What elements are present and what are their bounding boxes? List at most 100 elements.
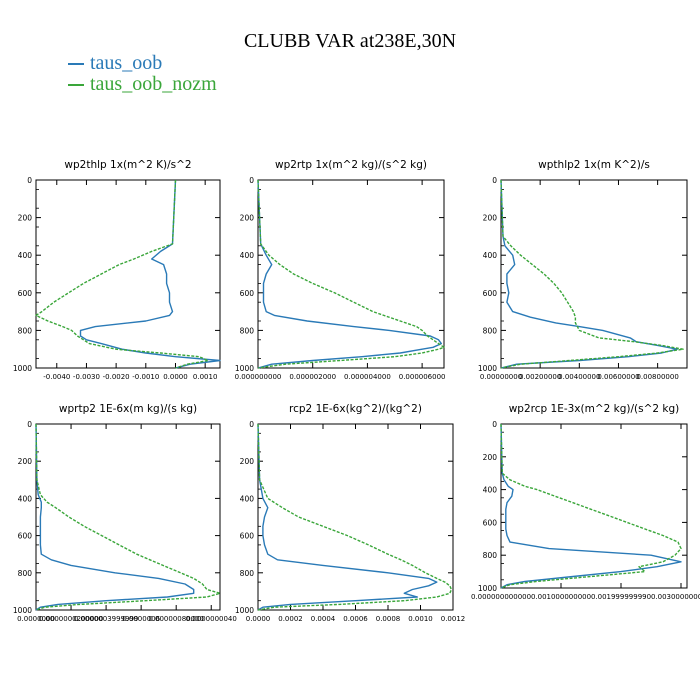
x-tick-label: 0.003000000000 [651, 593, 700, 601]
y-tick-label: 600 [18, 289, 33, 298]
y-tick-label: 1000 [235, 364, 254, 373]
y-tick-label: 400 [483, 486, 498, 495]
y-tick-label: 600 [240, 532, 255, 541]
y-tick-label: 800 [18, 569, 33, 578]
legend-entry-taus-oob: taus_oob [68, 52, 162, 74]
y-tick-label: 0 [249, 420, 254, 429]
figure-title: CLUBB VAR at238E,30N [243, 30, 457, 52]
x-tick-label: -0.0020 [103, 373, 130, 381]
y-tick-label: 200 [18, 457, 33, 466]
x-tick-label: 0.0002 [278, 615, 303, 623]
x-tick-label: 0.0000 [246, 615, 271, 623]
y-tick-label: 0 [27, 420, 32, 429]
y-tick-label: 0 [492, 176, 497, 185]
chart-title: wp2rtp 1x(m^2 kg)/(s^2 kg) [275, 159, 427, 171]
x-tick-label: 0.001999999990 [591, 593, 651, 601]
y-tick-label: 200 [240, 214, 255, 223]
series-line-taus-oob-nozm [257, 423, 453, 611]
series-line-taus-oob [35, 423, 195, 611]
y-tick-label: 400 [240, 494, 255, 503]
series-line-taus-oob-nozm [35, 179, 209, 369]
series-line-taus-oob [79, 179, 221, 369]
y-tick-label: 600 [18, 532, 33, 541]
y-tick-label: 200 [483, 214, 498, 223]
y-tick-label: 1000 [478, 364, 497, 373]
y-tick-label: 200 [240, 457, 255, 466]
chart-panel-3: wpthlp2 1x(m K^2)/s020040060080010000.00… [478, 159, 688, 381]
series-line-taus-oob-nozm [35, 423, 221, 611]
chart-panel-1: wp2thlp 1x(m^2 K)/s^2 0 200 400 600 800 1000 -0… [13, 159, 221, 381]
plot-frame [500, 179, 688, 369]
plot-frame [500, 423, 688, 589]
y-tick-label: 0 [249, 176, 254, 185]
series-line-taus-oob-nozm [500, 423, 682, 589]
chart-panel-5: rcp2 1E-6x(kg^2)/(kg^2) 0 200 400 600 800 1000… [235, 403, 465, 623]
legend-label-taus-oob-nozm: taus_oob_nozm [90, 73, 217, 95]
y-tick-label: 400 [483, 251, 498, 260]
y-tick-label: 400 [18, 251, 33, 260]
x-tick-label: 0.001000000000 [531, 593, 591, 601]
x-tick-label: 0.0000003999999 [74, 615, 139, 623]
y-tick-label: 1000 [478, 584, 497, 593]
plot-frame [257, 179, 445, 369]
y-tick-label: 600 [483, 289, 498, 298]
legend-label-taus-oob: taus_oob [90, 52, 163, 74]
chart-title: wpthlp2 1x(m K^2)/s [538, 159, 650, 171]
y-tick-label: 400 [18, 494, 33, 503]
x-tick-label: -0.0040 [43, 373, 70, 381]
chart-panel-4: wprtp2 1E-6x(m kg)/(s kg) 0 200 400 600 800 10… [13, 403, 237, 623]
y-tick-label: 1000 [13, 364, 32, 373]
y-tick-label: 800 [483, 551, 498, 560]
chart-title: rcp2 1E-6x(kg^2)/(kg^2) [289, 403, 422, 415]
series-line-taus-oob-nozm [500, 179, 684, 369]
y-tick-label: 0 [492, 420, 497, 429]
x-tick-label: 0.000004000 [344, 373, 391, 381]
series-line-taus-oob-nozm [257, 179, 445, 369]
chart-title: wp2rcp 1E-3x(m^2 kg)/(s^2 kg) [509, 403, 680, 415]
y-tick-label: 600 [483, 518, 498, 527]
y-tick-label: 800 [483, 326, 498, 335]
chart-panel-6: wp2rcp 1E-3x(m^2 kg)/(s^2 kg) 0 200 400 600 8… [471, 403, 700, 601]
x-tick-label: -0.0030 [73, 373, 100, 381]
x-tick-label: 0.00000000 [480, 373, 522, 381]
chart-title: wprtp2 1E-6x(m kg)/(s kg) [59, 403, 197, 415]
x-tick-label: 0.0006 [343, 615, 368, 623]
x-tick-label: 0.0000 [163, 373, 188, 381]
chart-title: wp2thlp 1x(m^2 K)/s^2 [64, 159, 191, 171]
series-line-taus-oob [257, 179, 442, 369]
y-tick-label: 1000 [13, 606, 32, 615]
x-tick-label: 0.000002000 [289, 373, 336, 381]
y-tick-label: 1000 [235, 606, 254, 615]
y-tick-label: 800 [240, 326, 255, 335]
legend-swatch-taus-oob [68, 63, 84, 66]
x-tick-label: 0.00000080000 [148, 615, 204, 623]
x-tick-label: 0.0000006 [122, 615, 160, 623]
x-tick-label: 0.0004 [311, 615, 336, 623]
x-tick-label: 0.0012 [441, 615, 466, 623]
series-line-taus-oob [500, 423, 682, 589]
x-tick-label: 0.0000000200000 [39, 615, 104, 623]
y-tick-label: 800 [240, 569, 255, 578]
chart-panel-2: wp2rtp 1x(m^2 kg)/(s^2 kg) 0 200 400 600 800 1… [235, 159, 446, 381]
x-tick-label: 0.0010 [193, 373, 218, 381]
x-tick-label: 0.000000000 [235, 373, 282, 381]
y-tick-label: 0 [27, 176, 32, 185]
x-tick-label: 0.0000000 [17, 615, 55, 623]
y-tick-label: 600 [240, 289, 255, 298]
series-line-taus-oob [257, 423, 438, 611]
y-tick-label: 800 [18, 326, 33, 335]
x-tick-label: 0.0008 [376, 615, 401, 623]
x-tick-label: 0.0000000040 [186, 615, 237, 623]
x-tick-label: -0.0010 [132, 373, 159, 381]
x-tick-label: 0.0010 [408, 615, 433, 623]
x-tick-label: 0.00400000 [558, 373, 600, 381]
y-tick-label: 400 [240, 251, 255, 260]
x-tick-label: 0.000006000 [399, 373, 446, 381]
legend-entry-taus-oob-nozm: taus_oob_nozm [68, 73, 217, 95]
x-tick-label: 0.00800000 [636, 373, 678, 381]
x-tick-label: 0.00600000 [597, 373, 639, 381]
plot-frame [257, 423, 454, 611]
series-line-taus-oob [500, 179, 678, 369]
x-tick-label: 0.00200000 [519, 373, 561, 381]
